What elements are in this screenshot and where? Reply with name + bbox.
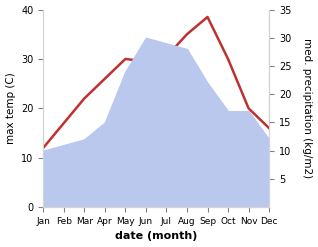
Y-axis label: med. precipitation (kg/m2): med. precipitation (kg/m2): [302, 38, 313, 178]
Y-axis label: max temp (C): max temp (C): [5, 72, 16, 144]
X-axis label: date (month): date (month): [115, 231, 197, 242]
